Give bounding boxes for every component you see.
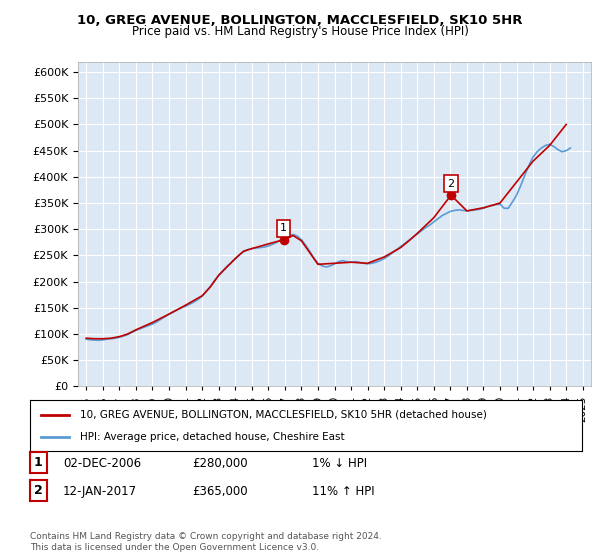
- Text: 10, GREG AVENUE, BOLLINGTON, MACCLESFIELD, SK10 5HR (detached house): 10, GREG AVENUE, BOLLINGTON, MACCLESFIEL…: [80, 409, 487, 419]
- Text: 2: 2: [448, 179, 455, 189]
- Text: 2: 2: [34, 484, 43, 497]
- Text: 02-DEC-2006: 02-DEC-2006: [63, 456, 141, 470]
- Text: £365,000: £365,000: [192, 484, 248, 498]
- Text: Price paid vs. HM Land Registry's House Price Index (HPI): Price paid vs. HM Land Registry's House …: [131, 25, 469, 38]
- Text: Contains HM Land Registry data © Crown copyright and database right 2024.
This d: Contains HM Land Registry data © Crown c…: [30, 532, 382, 552]
- Text: 11% ↑ HPI: 11% ↑ HPI: [312, 484, 374, 498]
- Text: 1: 1: [34, 456, 43, 469]
- Text: £280,000: £280,000: [192, 456, 248, 470]
- Text: HPI: Average price, detached house, Cheshire East: HPI: Average price, detached house, Ches…: [80, 432, 344, 442]
- Text: 12-JAN-2017: 12-JAN-2017: [63, 484, 137, 498]
- Text: 1: 1: [280, 223, 287, 233]
- Text: 10, GREG AVENUE, BOLLINGTON, MACCLESFIELD, SK10 5HR: 10, GREG AVENUE, BOLLINGTON, MACCLESFIEL…: [77, 14, 523, 27]
- Text: 1% ↓ HPI: 1% ↓ HPI: [312, 456, 367, 470]
